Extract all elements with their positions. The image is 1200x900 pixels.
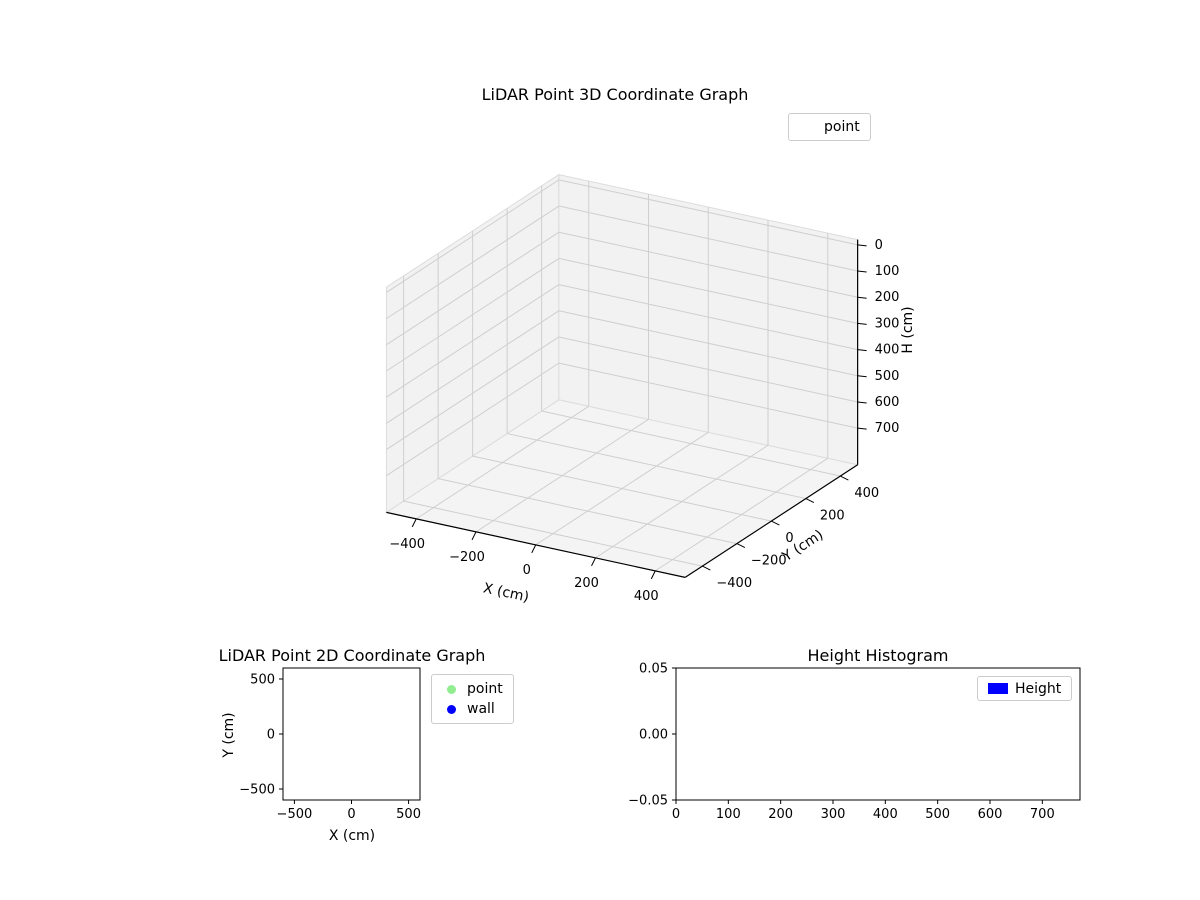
plot3d-legend: point: [788, 113, 871, 141]
plot2d-legend-label-wall: wall: [467, 701, 495, 717]
height-histogram-y-tick-label: 0.05: [639, 662, 668, 677]
lidar-2d-plot-x-tick-label: 500: [396, 807, 421, 822]
plot3d-ticks: −400 −200 0 200 400 −400 −200 0 200 400 0 100 200 300…: [389, 238, 899, 604]
height-histogram-x-tick-label: 200: [768, 807, 793, 822]
plot3d-tick-label: 0: [875, 238, 883, 253]
height-histogram-x-tick-label: 400: [873, 807, 898, 822]
plot3d-tick-label: 600: [875, 395, 900, 410]
plot3d-tick-label: −400: [716, 576, 752, 591]
height-histogram-x-tick-label: 600: [978, 807, 1003, 822]
plot3d-tick-label: 200: [574, 576, 599, 591]
height-histogram-x-tick-label: 0: [672, 807, 680, 822]
plot3d-tick-label: 200: [875, 290, 900, 305]
height-histogram-x-tick-label: 700: [1030, 807, 1055, 822]
plot3d-tick-label: 100: [875, 264, 900, 279]
lidar-2d-plot-y-tick-label: 500: [250, 673, 275, 688]
hist-title: Height Histogram: [807, 646, 949, 665]
hist-legend-item-height: Height: [988, 681, 1061, 697]
plot3d-tick-label: −200: [449, 550, 485, 565]
lidar-2d-plot-x-tick-label: −500: [277, 807, 313, 822]
plot3d-tick-label: 0: [523, 563, 531, 578]
plot3d-tick-label: 500: [875, 369, 900, 384]
lidar-2d-plot: −500 0 500 −500 0 500: [239, 667, 421, 822]
height-histogram-y-tick-label: 0.00: [639, 728, 668, 743]
plot2d-legend-item-point: point: [442, 679, 503, 699]
plot3d-panes: [385, 173, 859, 578]
plot3d-tick-label: 0: [785, 531, 793, 546]
lidar-2d-plot-x-tick-label: 0: [347, 807, 355, 822]
hist-legend: Height: [977, 676, 1073, 701]
plot3d-tick-label: −400: [389, 537, 425, 552]
blank-marker-icon: [799, 122, 817, 133]
height-histogram-y-tick-label: −0.05: [628, 794, 668, 809]
hist-legend-label: Height: [1015, 680, 1062, 697]
plot3d: −400 −200 0 200 400 −400 −200 0 200 400 0 100 200 300…: [385, 173, 899, 604]
plot3d-legend-item-point: point: [799, 118, 860, 136]
plot3d-tick-label: 700: [875, 421, 900, 436]
plot3d-h-axis-label: H (cm): [900, 306, 916, 354]
plot3d-tick-label: 400: [634, 589, 659, 604]
plot2d-title: LiDAR Point 2D Coordinate Graph: [218, 646, 486, 665]
plot3d-tick-label: 200: [820, 509, 845, 524]
height-histogram-x-tick-label: 100: [716, 807, 741, 822]
plot2d-x-axis-label: X (cm): [328, 828, 376, 844]
plot3d-title: LiDAR Point 3D Coordinate Graph: [481, 85, 749, 104]
lidar-2d-plot-y-tick-label: −500: [239, 783, 275, 798]
plot2d-y-axis-label: Y (cm): [221, 712, 237, 758]
lidar-2d-plot-y-tick-label: 0: [267, 728, 275, 743]
plot3d-legend-label: point: [824, 119, 860, 135]
plot2d-legend-item-wall: wall: [442, 699, 503, 719]
point-marker-icon: [442, 684, 460, 694]
height-histogram-x-tick-label: 300: [821, 807, 846, 822]
plot2d-legend-label-point: point: [467, 681, 503, 697]
plot2d-legend: point wall: [431, 674, 514, 724]
plot3d-tick-label: 400: [875, 343, 900, 358]
plot3d-tick-label: 300: [875, 316, 900, 331]
plot3d-tick-label: 400: [854, 486, 879, 501]
height-histogram-x-tick-label: 500: [925, 807, 950, 822]
wall-marker-icon: [442, 704, 460, 714]
plot3d-grid: [386, 179, 858, 572]
height-swatch-icon: [988, 683, 1008, 694]
plot3d-tick-label: −200: [751, 554, 787, 569]
